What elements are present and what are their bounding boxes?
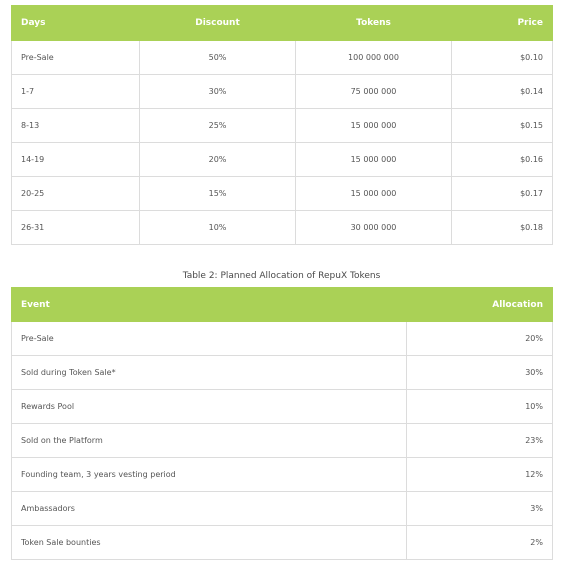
discount-cell: 50%: [139, 40, 296, 75]
allocation-cell: 23%: [406, 423, 553, 458]
tokens-header: Tokens: [295, 5, 452, 41]
days-cell: 20-25: [11, 176, 140, 211]
event-cell: Founding team, 3 years vesting period: [11, 457, 407, 492]
tokens-cell: 100 000 000: [295, 40, 452, 75]
table-row: 14-19 20% 15 000 000 $0.16: [11, 142, 553, 177]
token-sale-table: Days Discount Tokens Price Pre-Sale 50% …: [11, 5, 553, 245]
event-cell: Pre-Sale: [11, 321, 407, 356]
event-cell: Sold on the Platform: [11, 423, 407, 458]
table-row: 26-31 10% 30 000 000 $0.18: [11, 210, 553, 245]
days-cell: Pre-Sale: [11, 40, 140, 75]
token-allocation-table: Event Allocation Pre-Sale 20% Sold durin…: [11, 287, 553, 560]
table-caption: Table 2: Planned Allocation of RepuX Tok…: [182, 271, 381, 281]
allocation-cell: 3%: [406, 491, 553, 526]
event-cell: Sold during Token Sale*: [11, 355, 407, 390]
price-cell: $0.14: [451, 74, 553, 109]
table-row: 8-13 25% 15 000 000 $0.15: [11, 108, 553, 143]
table-row: Ambassadors 3%: [11, 491, 553, 526]
table-header-row: Event Allocation: [11, 287, 553, 322]
table-row: 20-25 15% 15 000 000 $0.17: [11, 176, 553, 211]
tokens-cell: 75 000 000: [295, 74, 452, 109]
table-row: 1-7 30% 75 000 000 $0.14: [11, 74, 553, 109]
allocation-cell: 30%: [406, 355, 553, 390]
table-row: Rewards Pool 10%: [11, 389, 553, 424]
price-cell: $0.15: [451, 108, 553, 143]
price-header: Price: [451, 5, 553, 41]
days-cell: 26-31: [11, 210, 140, 245]
discount-header: Discount: [139, 5, 296, 41]
table-row: Founding team, 3 years vesting period 12…: [11, 457, 553, 492]
price-cell: $0.10: [451, 40, 553, 75]
discount-cell: 25%: [139, 108, 296, 143]
discount-cell: 10%: [139, 210, 296, 245]
tokens-cell: 15 000 000: [295, 108, 452, 143]
event-cell: Token Sale bounties: [11, 525, 407, 560]
allocation-cell: 10%: [406, 389, 553, 424]
price-cell: $0.18: [451, 210, 553, 245]
allocation-header: Allocation: [406, 287, 553, 322]
table-row: Pre-Sale 20%: [11, 321, 553, 356]
table-row: Sold on the Platform 23%: [11, 423, 553, 458]
table-header-row: Days Discount Tokens Price: [11, 5, 553, 41]
discount-cell: 15%: [139, 176, 296, 211]
tokens-cell: 15 000 000: [295, 142, 452, 177]
table-row: Sold during Token Sale* 30%: [11, 355, 553, 390]
event-cell: Ambassadors: [11, 491, 407, 526]
price-cell: $0.17: [451, 176, 553, 211]
discount-cell: 30%: [139, 74, 296, 109]
event-cell: Rewards Pool: [11, 389, 407, 424]
days-header: Days: [11, 5, 140, 41]
days-cell: 14-19: [11, 142, 140, 177]
price-cell: $0.16: [451, 142, 553, 177]
days-cell: 1-7: [11, 74, 140, 109]
allocation-cell: 20%: [406, 321, 553, 356]
allocation-cell: 2%: [406, 525, 553, 560]
tokens-cell: 30 000 000: [295, 210, 452, 245]
days-cell: 8-13: [11, 108, 140, 143]
allocation-cell: 12%: [406, 457, 553, 492]
table-row: Token Sale bounties 2%: [11, 525, 553, 560]
event-header: Event: [11, 287, 407, 322]
table-row: Pre-Sale 50% 100 000 000 $0.10: [11, 40, 553, 75]
discount-cell: 20%: [139, 142, 296, 177]
tokens-cell: 15 000 000: [295, 176, 452, 211]
